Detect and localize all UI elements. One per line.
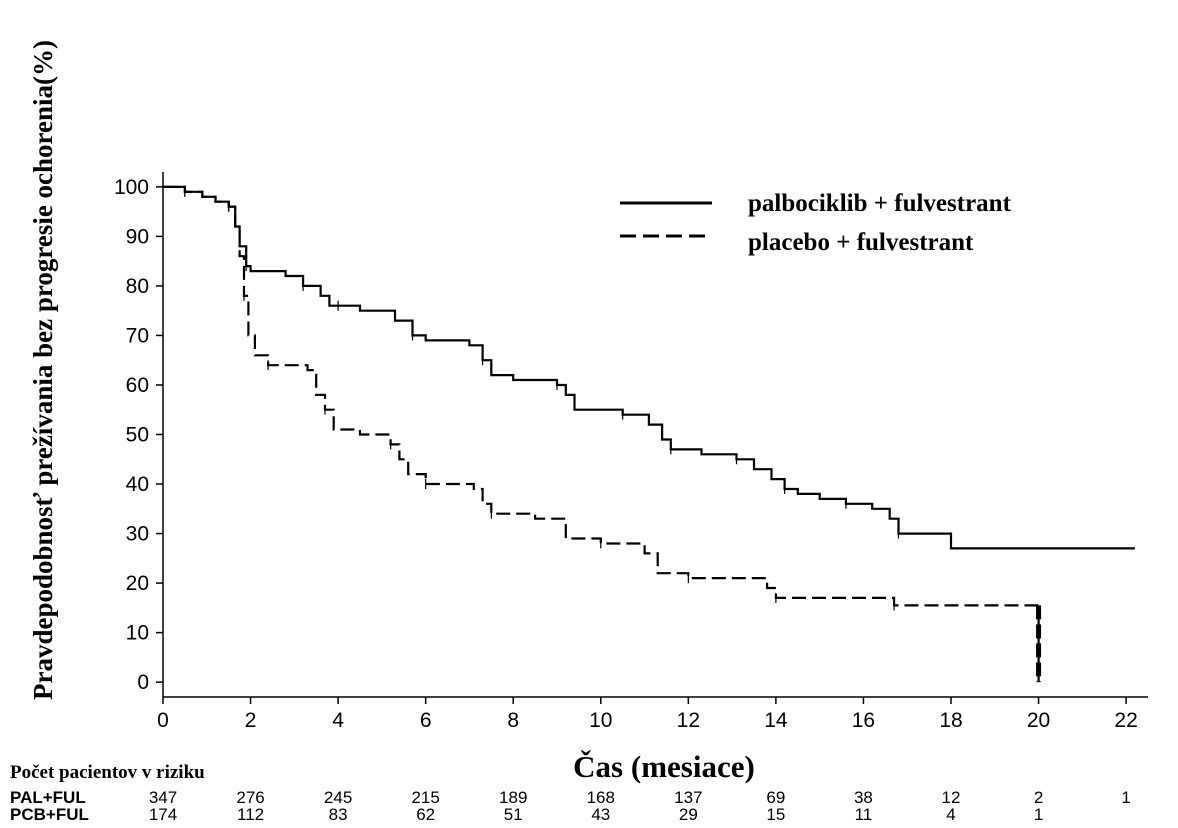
risk-value: 215 xyxy=(411,788,439,807)
x-tick-label: 2 xyxy=(245,709,257,732)
risk-value: 2 xyxy=(1034,788,1043,807)
risk-value: 15 xyxy=(766,805,785,824)
risk-value: 11 xyxy=(855,805,873,824)
x-tick-label: 12 xyxy=(677,709,700,732)
y-tick-label: 40 xyxy=(126,473,149,496)
risk-value: 168 xyxy=(587,788,615,807)
legend-label-palbociklib: palbociklib + fulvestrant xyxy=(748,190,1012,217)
y-axis-ticks: 0 10 20 30 40 50 60 70 80 90 100 xyxy=(114,176,163,694)
legend: palbociklib + fulvestrant placebo + fulv… xyxy=(620,190,1012,256)
risk-value: 38 xyxy=(854,788,873,807)
risk-value: 4 xyxy=(946,805,955,824)
y-tick-label: 90 xyxy=(126,225,149,248)
risk-value: 51 xyxy=(504,805,523,824)
km-curve-palbociklib xyxy=(163,185,1135,550)
risk-value: 137 xyxy=(674,788,702,807)
axes xyxy=(162,172,1148,698)
legend-label-placebo: placebo + fulvestrant xyxy=(748,229,974,256)
risk-table-title: Počet pacientov v riziku xyxy=(10,762,205,783)
x-tick-label: 18 xyxy=(939,709,962,732)
y-tick-label: 20 xyxy=(126,572,149,595)
risk-value: 174 xyxy=(149,805,177,824)
y-tick-label: 100 xyxy=(114,176,149,199)
y-tick-label: 60 xyxy=(126,374,149,397)
y-tick-label: 0 xyxy=(137,671,149,694)
x-tick-label: 14 xyxy=(764,709,788,732)
risk-value: 112 xyxy=(237,805,264,824)
x-tick-label: 10 xyxy=(589,709,612,732)
risk-row-label-pal: PAL+FUL xyxy=(10,788,86,807)
x-tick-label: 4 xyxy=(332,709,344,732)
y-tick-label: 70 xyxy=(126,324,149,347)
risk-value: 347 xyxy=(149,788,177,807)
x-tick-label: 8 xyxy=(507,709,519,732)
x-tick-label: 0 xyxy=(157,709,169,732)
x-axis-label: Čas (mesiace) xyxy=(573,749,755,784)
risk-value: 276 xyxy=(236,788,264,807)
risk-value: 189 xyxy=(499,788,527,807)
y-tick-label: 80 xyxy=(126,275,149,298)
x-axis-ticks: 0 2 4 6 8 10 12 14 16 18 20 22 xyxy=(157,697,1138,732)
risk-value: 1 xyxy=(1121,788,1130,807)
series-group xyxy=(163,185,1135,683)
risk-value: 29 xyxy=(679,805,698,824)
x-tick-label: 20 xyxy=(1027,709,1050,732)
risk-value: 43 xyxy=(591,805,610,824)
risk-value: 12 xyxy=(942,788,961,807)
risk-value: 245 xyxy=(324,788,352,807)
y-tick-label: 30 xyxy=(126,523,149,546)
risk-value: 62 xyxy=(416,805,435,824)
risk-row-label-pcb: PCB+FUL xyxy=(10,805,89,824)
risk-value: 1 xyxy=(1034,805,1043,824)
risk-value: 69 xyxy=(766,788,785,807)
km-curve-placebo xyxy=(163,185,1040,683)
y-tick-label: 50 xyxy=(126,424,149,447)
risk-value: 83 xyxy=(329,805,348,824)
x-tick-label: 22 xyxy=(1114,709,1137,732)
y-tick-label: 10 xyxy=(126,622,149,645)
x-tick-label: 6 xyxy=(420,709,432,732)
y-axis-label: Pravdepodobnosť prežívania bez progresie… xyxy=(28,40,58,700)
x-tick-label: 16 xyxy=(852,709,875,732)
risk-table: Počet pacientov v riziku PAL+FUL PCB+FUL… xyxy=(10,762,1131,824)
